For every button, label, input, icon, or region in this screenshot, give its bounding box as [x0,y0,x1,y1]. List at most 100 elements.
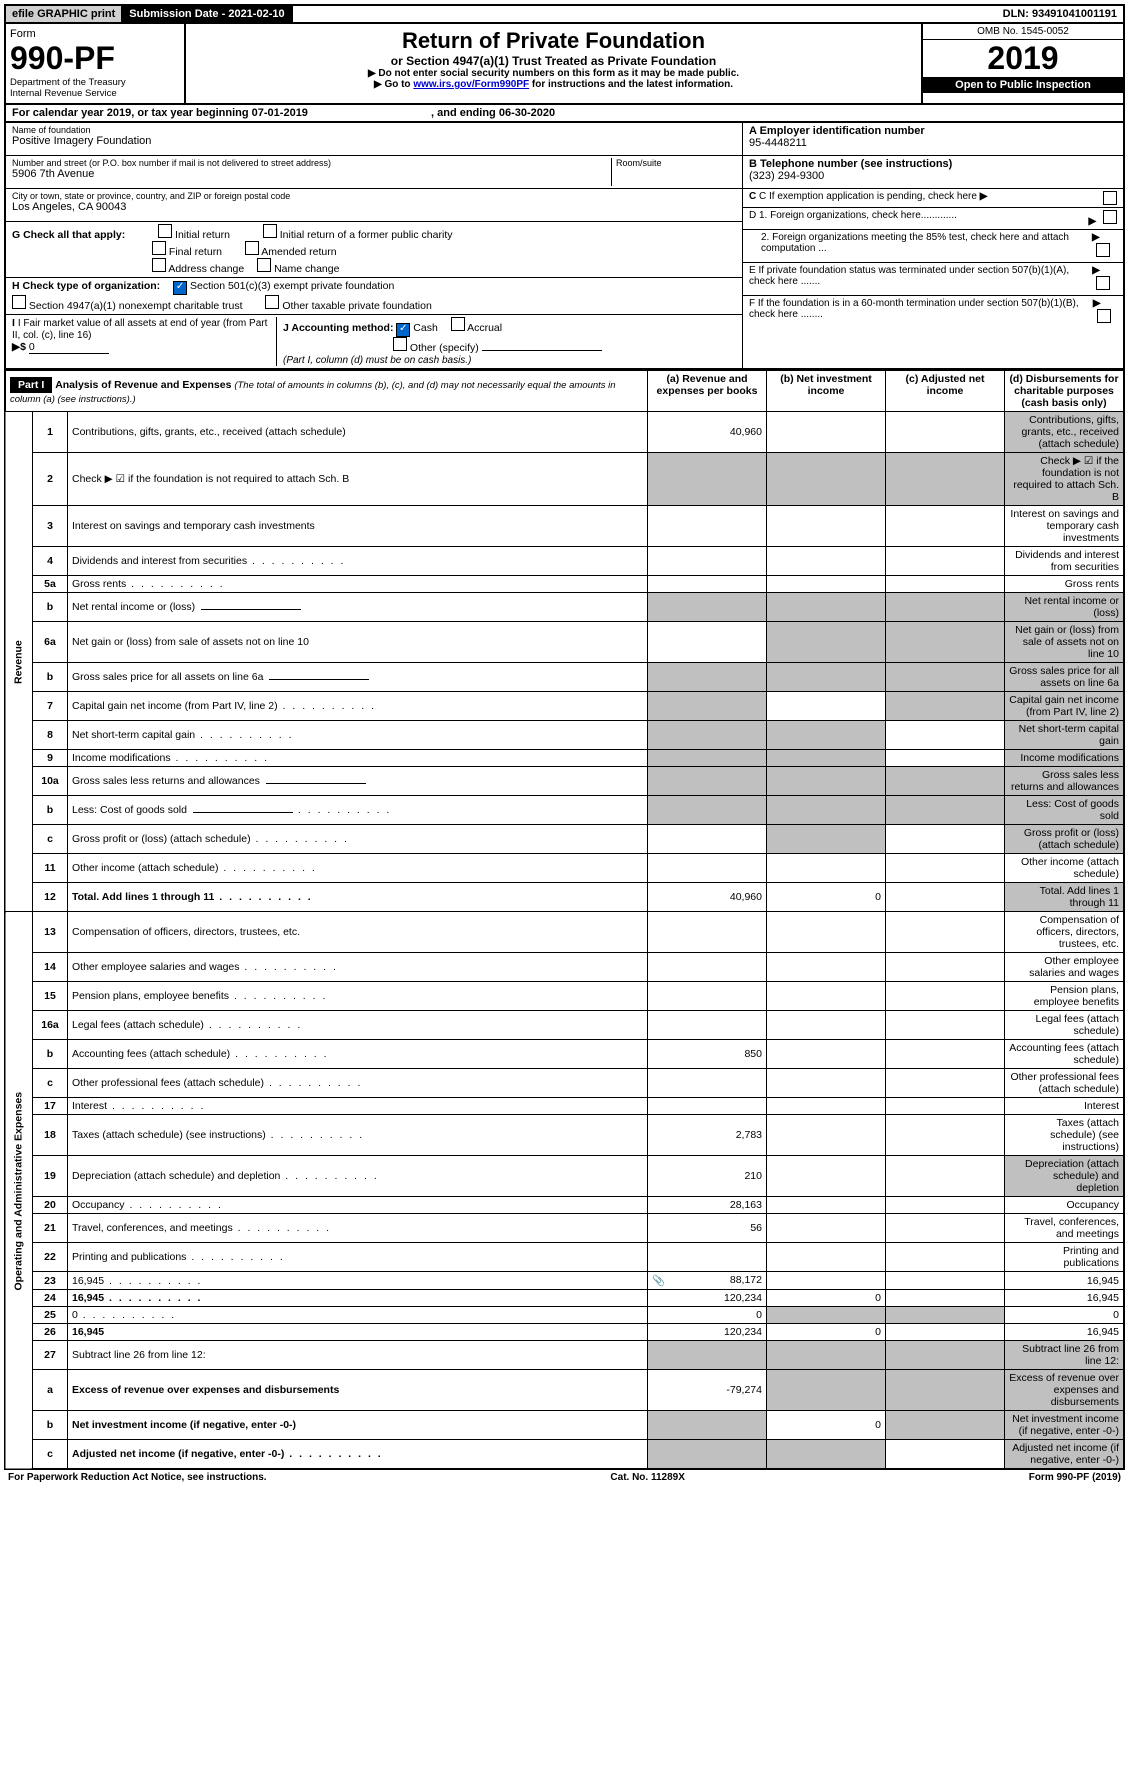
checkbox-c[interactable] [1103,191,1117,205]
cell-b [767,692,886,721]
table-row: 21Travel, conferences, and meetings56Tra… [5,1214,1124,1243]
checkbox-f[interactable] [1097,309,1111,323]
table-row: 10aGross sales less returns and allowanc… [5,767,1124,796]
checkbox-accrual[interactable] [451,317,465,331]
calendar-year-row: For calendar year 2019, or tax year begi… [4,105,1125,123]
row-number: 23 [33,1272,68,1290]
f-label: F If the foundation is in a 60-month ter… [749,298,1093,320]
cell-b [767,953,886,982]
checkbox-address-change[interactable] [152,258,166,272]
cell-b [767,547,886,576]
cell-b [767,721,886,750]
cell-c [886,1098,1005,1115]
cell-d: Subtract line 26 from line 12: [1005,1341,1125,1370]
cell-d: Excess of revenue over expenses and disb… [1005,1370,1125,1411]
cell-d: Accounting fees (attach schedule) [1005,1040,1125,1069]
cell-c [886,796,1005,825]
cell-c [886,506,1005,547]
row-number: 25 [33,1307,68,1324]
row-description: Other income (attach schedule) [68,854,648,883]
cell-d: Depreciation (attach schedule) and deple… [1005,1156,1125,1197]
cell-d: Other professional fees (attach schedule… [1005,1069,1125,1098]
row-number: 9 [33,750,68,767]
cell-a [648,721,767,750]
cell-a [648,1098,767,1115]
table-row: 2616,945120,234016,945 [5,1324,1124,1341]
efile-print-button[interactable]: efile GRAPHIC print [6,6,123,22]
row-description: Accounting fees (attach schedule) [68,1040,648,1069]
cell-d: Net short-term capital gain [1005,721,1125,750]
checkbox-other-taxable[interactable] [265,295,279,309]
dln: DLN: 93491041001191 [997,6,1123,22]
cell-a [648,1341,767,1370]
cell-c [886,1290,1005,1307]
checkbox-4947a1[interactable] [12,295,26,309]
section-g: G Check all that apply: Initial return I… [6,222,742,278]
cell-a: 56 [648,1214,767,1243]
checkbox-name-change[interactable] [257,258,271,272]
cell-b [767,1069,886,1098]
row-description: 16,945 [68,1324,648,1341]
row-number: 19 [33,1156,68,1197]
attachment-icon[interactable]: 📎 [652,1274,665,1287]
checkbox-501c3[interactable]: ✓ [173,281,187,295]
cell-b [767,1098,886,1115]
entity-info: Name of foundation Positive Imagery Foun… [4,123,1125,370]
cell-d: Net investment income (if negative, ente… [1005,1411,1125,1440]
addr-label: Number and street (or P.O. box number if… [12,158,611,168]
row-description: Depreciation (attach schedule) and deple… [68,1156,648,1197]
row-description: Contributions, gifts, grants, etc., rece… [68,412,648,453]
cell-c [886,1324,1005,1341]
dept-treasury: Department of the Treasury [10,77,180,88]
checkbox-initial-former[interactable] [263,224,277,238]
row-number: 11 [33,854,68,883]
cell-a [648,622,767,663]
foundation-name: Positive Imagery Foundation [12,135,736,147]
instruction-2: ▶ Go to www.irs.gov/Form990PF for instru… [194,79,913,90]
table-row: bAccounting fees (attach schedule)850Acc… [5,1040,1124,1069]
table-row: 12Total. Add lines 1 through 1140,9600To… [5,883,1124,912]
checkbox-cash[interactable]: ✓ [396,323,410,337]
checkbox-d2[interactable] [1096,243,1110,257]
checkbox-initial-return[interactable] [158,224,172,238]
checkbox-amended[interactable] [245,241,259,255]
table-row: 16aLegal fees (attach schedule)Legal fee… [5,1011,1124,1040]
row-description: 16,945 [68,1272,648,1290]
table-row: 25000 [5,1307,1124,1324]
cell-d: Pension plans, employee benefits [1005,982,1125,1011]
cell-c [886,825,1005,854]
cell-d: Occupancy [1005,1197,1125,1214]
part1-badge: Part I [10,377,52,393]
cell-a: 40,960 [648,883,767,912]
checkbox-other-method[interactable] [393,337,407,351]
table-row: 5aGross rentsGross rents [5,576,1124,593]
checkbox-d1[interactable] [1103,210,1117,224]
cell-d: Gross rents [1005,576,1125,593]
c-label: C If exemption application is pending, c… [759,191,977,202]
cell-b [767,506,886,547]
row-number: c [33,1069,68,1098]
cell-b [767,1272,886,1290]
phone-label: B Telephone number (see instructions) [749,158,952,170]
cell-a [648,854,767,883]
footer-left: For Paperwork Reduction Act Notice, see … [8,1472,267,1483]
table-row: Revenue1Contributions, gifts, grants, et… [5,412,1124,453]
table-row: 2Check ▶ ☑ if the foundation is not requ… [5,453,1124,506]
cell-a [648,796,767,825]
table-row: 18Taxes (attach schedule) (see instructi… [5,1115,1124,1156]
row-description: Dividends and interest from securities [68,547,648,576]
checkbox-final-return[interactable] [152,241,166,255]
cell-c [886,547,1005,576]
checkbox-e[interactable] [1096,276,1110,290]
cell-a [648,1069,767,1098]
cell-d: Legal fees (attach schedule) [1005,1011,1125,1040]
table-row: 7Capital gain net income (from Part IV, … [5,692,1124,721]
row-number: b [33,593,68,622]
row-number: 26 [33,1324,68,1341]
footer-mid: Cat. No. 11289X [610,1472,684,1483]
cell-a: 120,234 [648,1324,767,1341]
form-link[interactable]: www.irs.gov/Form990PF [413,79,529,90]
cell-b [767,622,886,663]
row-number: 24 [33,1290,68,1307]
row-description: 16,945 [68,1290,648,1307]
